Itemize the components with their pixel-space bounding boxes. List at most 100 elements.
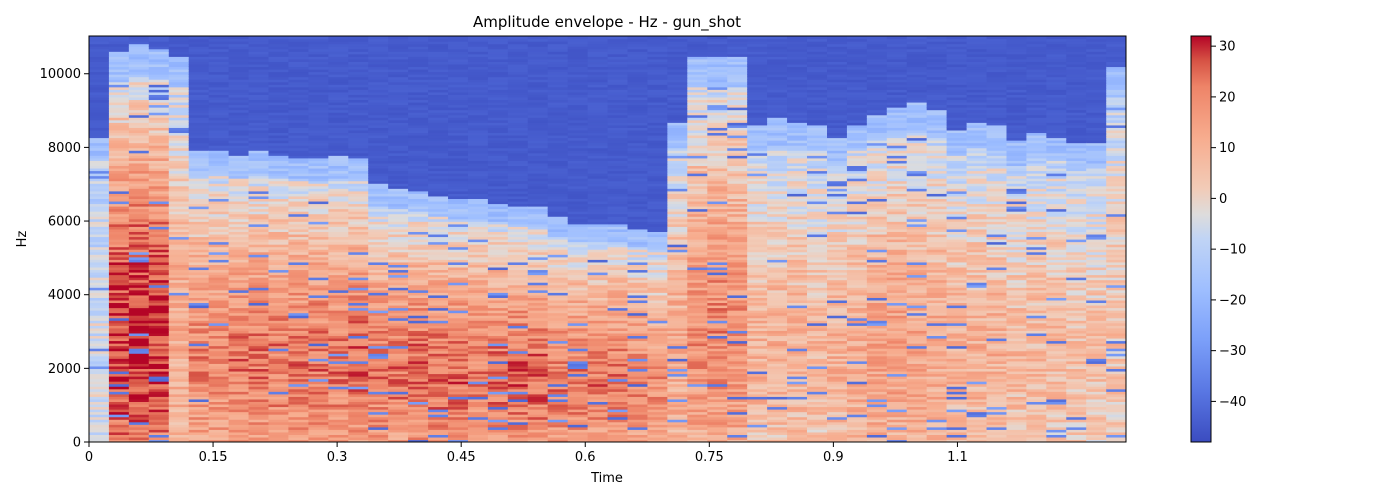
heatmap-cell — [228, 170, 250, 174]
heatmap-cell — [467, 403, 489, 408]
heatmap-cell — [448, 320, 469, 324]
heatmap-cell — [308, 406, 329, 410]
heatmap-cell — [108, 355, 130, 359]
heatmap-cell — [248, 383, 270, 387]
heatmap-cell — [428, 411, 449, 415]
heatmap-cell — [368, 160, 389, 164]
heatmap-cell — [487, 112, 509, 116]
heatmap-cell — [567, 190, 589, 194]
heatmap-cell — [647, 436, 668, 441]
heatmap-cell — [467, 373, 489, 377]
heatmap-cell — [448, 439, 469, 442]
heatmap-cell — [607, 340, 629, 344]
heatmap-cell — [607, 206, 629, 210]
heatmap-cell — [108, 119, 130, 123]
heatmap-cell — [567, 38, 589, 42]
heatmap-cell — [248, 195, 270, 199]
heatmap-cell — [487, 203, 509, 207]
heatmap-cell — [607, 376, 629, 380]
heatmap-cell — [487, 436, 509, 441]
heatmap-cell — [487, 180, 509, 184]
heatmap-cell — [547, 36, 569, 40]
heatmap-cell — [128, 190, 150, 194]
heatmap-cell — [148, 203, 170, 207]
heatmap-cell — [467, 132, 489, 136]
heatmap-cell — [288, 109, 310, 113]
heatmap-cell — [547, 206, 569, 210]
heatmap-cell — [108, 76, 130, 80]
heatmap-cell — [288, 431, 310, 435]
heatmap-cell — [507, 48, 529, 52]
heatmap-cell — [308, 424, 329, 428]
heatmap-cell — [108, 68, 130, 73]
heatmap-cell — [487, 343, 509, 347]
heatmap-cell — [148, 373, 170, 377]
heatmap-cell — [248, 51, 270, 55]
heatmap-cell — [467, 160, 489, 164]
heatmap-cell — [228, 231, 250, 235]
heatmap-cell — [128, 99, 150, 103]
heatmap-cell — [288, 254, 310, 258]
heatmap-cell — [487, 251, 509, 255]
heatmap-cell — [188, 403, 210, 408]
heatmap-cell — [587, 84, 609, 88]
heatmap-cell — [188, 358, 210, 362]
heatmap-cell — [128, 200, 150, 205]
heatmap-cell — [567, 43, 589, 47]
heatmap-cell — [108, 368, 130, 372]
heatmap-cell — [567, 343, 589, 347]
heatmap-cell — [368, 150, 389, 154]
heatmap-cell — [467, 112, 489, 116]
heatmap-cell — [647, 223, 668, 227]
heatmap-cell — [268, 58, 290, 62]
heatmap-cell — [228, 178, 250, 182]
heatmap-cell — [268, 86, 290, 90]
heatmap-cell — [567, 411, 589, 415]
heatmap-cell — [448, 223, 469, 227]
heatmap-cell — [168, 193, 190, 197]
heatmap-cell — [408, 61, 429, 65]
heatmap-cell — [487, 152, 509, 156]
heatmap-cell — [647, 251, 668, 255]
heatmap-cell — [168, 155, 190, 159]
heatmap-cell — [208, 195, 230, 199]
heatmap-cell — [288, 160, 310, 164]
heatmap-cell — [228, 216, 250, 220]
heatmap-cell — [228, 431, 250, 435]
heatmap-cell — [388, 426, 409, 430]
heatmap-cell — [148, 259, 170, 263]
heatmap-cell — [487, 431, 509, 435]
heatmap-cell — [208, 368, 230, 372]
heatmap-cell — [148, 261, 170, 265]
heatmap-cell — [248, 409, 270, 413]
heatmap-cell — [627, 261, 649, 265]
heatmap-cell — [268, 43, 290, 47]
heatmap-cell — [647, 363, 668, 367]
heatmap-cell — [647, 398, 668, 402]
heatmap-cell — [348, 53, 369, 57]
heatmap-cell — [388, 337, 409, 342]
heatmap-cell — [188, 241, 210, 245]
heatmap-cell — [248, 365, 270, 370]
heatmap-cell — [208, 185, 230, 189]
heatmap-cell — [108, 188, 130, 192]
heatmap-cell — [188, 289, 210, 293]
heatmap-cell — [428, 271, 449, 276]
heatmap-cell — [268, 129, 290, 134]
heatmap-cell — [467, 104, 489, 108]
heatmap-cell — [328, 223, 349, 227]
heatmap-cell — [348, 325, 369, 329]
heatmap-cell — [108, 378, 130, 382]
heatmap-cell — [607, 406, 629, 410]
heatmap-cell — [567, 355, 589, 359]
heatmap-cell — [188, 401, 210, 405]
heatmap-cell — [128, 282, 150, 286]
heatmap-cell — [168, 157, 190, 161]
heatmap-cell — [547, 431, 569, 435]
heatmap-cell — [527, 41, 549, 45]
heatmap-cell — [487, 373, 509, 377]
heatmap-cell — [188, 287, 210, 291]
heatmap-cell — [248, 340, 270, 344]
heatmap-cell — [328, 350, 349, 354]
heatmap-cell — [89, 61, 110, 65]
